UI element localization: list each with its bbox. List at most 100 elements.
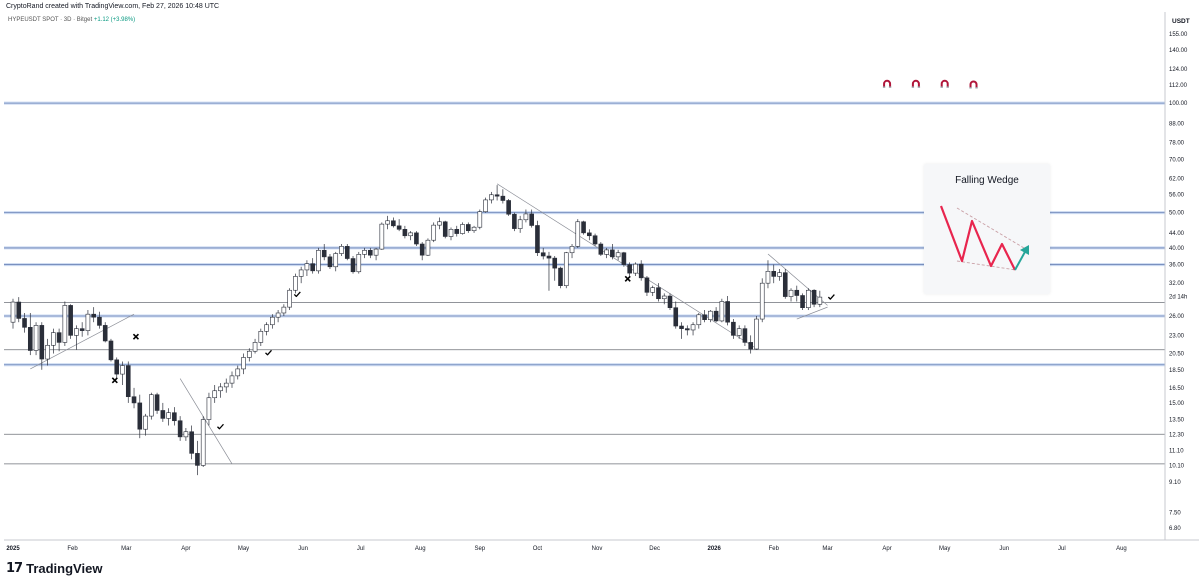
candle — [575, 219, 581, 248]
price-tick-label: 36.00 — [1169, 263, 1185, 269]
candle-body-up — [206, 397, 212, 420]
candle — [298, 266, 304, 284]
candle — [206, 392, 212, 426]
candle — [552, 256, 558, 281]
candle-body-up — [460, 224, 465, 234]
candle-body-up — [523, 213, 529, 221]
candle — [684, 325, 690, 336]
candle-body-down — [535, 225, 540, 254]
candle-body-up — [575, 221, 581, 247]
price-tick-label: 16.50 — [1169, 386, 1185, 392]
candle-body-up — [471, 226, 477, 232]
candle-body-down — [402, 229, 408, 237]
magnet-icon[interactable] — [969, 80, 978, 89]
candle — [91, 307, 96, 323]
magnet-icons — [882, 79, 978, 89]
candle — [633, 262, 638, 276]
candle-body-down — [800, 295, 805, 309]
magnet-arc — [911, 79, 920, 87]
candles — [10, 185, 823, 476]
candle — [166, 408, 171, 426]
candle — [321, 244, 327, 261]
candle — [540, 247, 546, 260]
candle-body-down — [587, 232, 592, 237]
candle-body-down — [131, 396, 137, 404]
candle-body-up — [275, 312, 281, 318]
candle-body-down — [558, 267, 563, 286]
candle — [535, 220, 540, 257]
check-icon — [265, 349, 272, 356]
candle-body-down — [638, 263, 644, 279]
price-tick-label: 112.00 — [1169, 83, 1188, 89]
candle — [33, 322, 39, 356]
candle — [10, 298, 16, 329]
candle-body-up — [373, 248, 379, 256]
candle-body-up — [385, 220, 390, 225]
magnet-icon[interactable] — [911, 79, 921, 88]
candle — [310, 258, 315, 274]
price-tick-label: 62.00 — [1169, 177, 1185, 183]
candle-body-down — [310, 263, 315, 272]
candle-body-up — [759, 282, 765, 320]
cross-icon — [132, 333, 140, 340]
candle-body-down — [581, 221, 586, 234]
time-tick-label: Jun — [298, 546, 308, 552]
candle — [500, 189, 506, 204]
candle — [506, 199, 511, 216]
tradingview-logo[interactable]: 17 TradingView — [6, 561, 102, 576]
cross-stroke — [132, 333, 140, 340]
candle-body-down — [195, 453, 200, 466]
price-tick-label: 6.80 — [1169, 526, 1181, 532]
candle-body-up — [258, 330, 264, 343]
candle-body-down — [621, 252, 627, 265]
candle-body-up — [719, 301, 725, 322]
candle-body-up — [235, 368, 241, 377]
candle-body-up — [736, 328, 742, 336]
candle-body-up — [754, 318, 759, 350]
magnet-icon[interactable] — [882, 79, 892, 88]
brand-name: TradingView — [26, 561, 103, 576]
candle — [408, 231, 413, 241]
candle-body-up — [765, 270, 771, 284]
time-tick-label: Dec — [649, 546, 660, 552]
candle-body-up — [489, 194, 494, 201]
candle — [189, 425, 194, 460]
candle-body-down — [137, 402, 143, 430]
candle — [471, 225, 477, 233]
candle — [546, 251, 552, 291]
candle — [454, 225, 460, 237]
candle — [235, 365, 241, 380]
candle — [483, 197, 488, 213]
candle — [442, 220, 448, 239]
candle — [45, 338, 50, 366]
magnet-icon[interactable] — [940, 79, 949, 88]
candle-body-down — [540, 252, 546, 257]
candle-body-up — [298, 269, 304, 277]
price-tick-label: 155.00 — [1169, 32, 1188, 38]
price-tick-label: 15.00 — [1169, 401, 1185, 407]
candle-body-up — [10, 301, 16, 323]
trendline[interactable] — [796, 306, 828, 320]
candle — [137, 394, 143, 439]
breakout-arrow-icon — [1020, 245, 1029, 255]
markers — [111, 275, 835, 430]
price-tick-label: 78.00 — [1169, 140, 1185, 146]
candle-body-down — [500, 195, 506, 201]
check-icon — [827, 294, 835, 300]
symbol-info: HYPEUSDT SPOT · 3D · Bitget +1.12 (+3.98… — [8, 17, 135, 23]
candle — [817, 290, 823, 308]
candle — [610, 244, 615, 260]
cross-stroke — [624, 275, 631, 282]
trendline[interactable] — [179, 378, 233, 465]
time-tick-label: 2026 — [708, 546, 722, 552]
candle-body-up — [293, 276, 298, 291]
candle — [39, 322, 45, 370]
candle-body-down — [512, 213, 517, 229]
candle — [806, 288, 811, 311]
time-tick-label: Jul — [357, 546, 365, 552]
candle-body-up — [569, 246, 575, 254]
candle-body-down — [321, 250, 327, 258]
time-tick-label: May — [238, 546, 249, 552]
time-tick-label: Jun — [999, 546, 1009, 552]
